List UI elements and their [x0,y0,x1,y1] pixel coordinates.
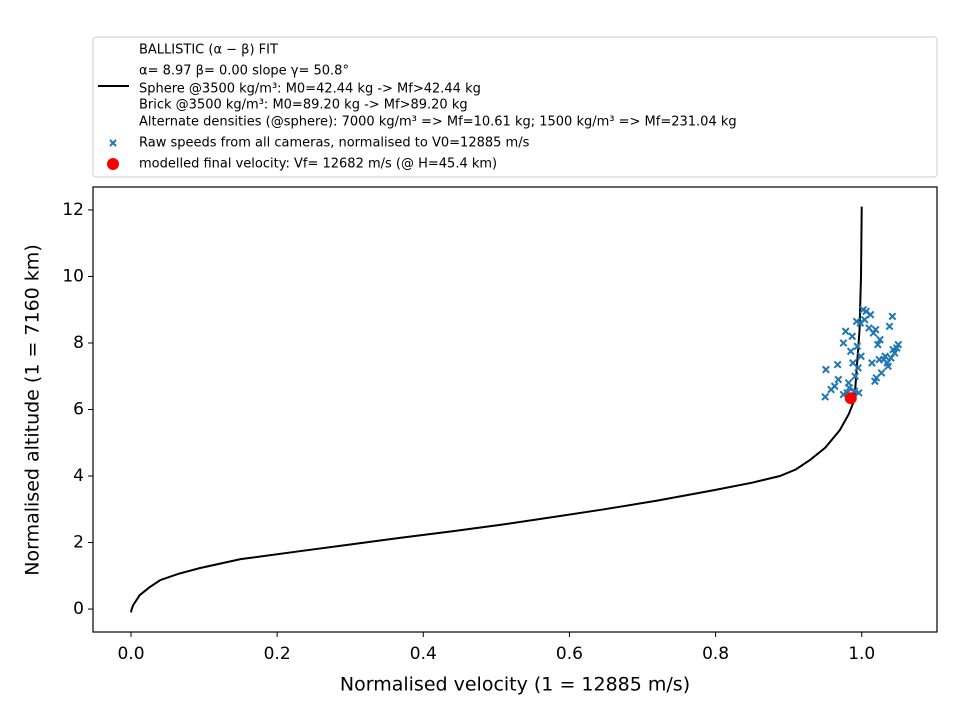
legend-swatch [107,158,119,170]
point [884,362,892,371]
point [851,372,860,381]
legend-swatch [109,139,117,147]
legend-label: Brick @3500 kg/m³: M0=89.20 kg -> Mf>89.… [139,98,468,113]
point [888,312,897,321]
point [890,349,899,357]
x-tick-label: 0.4 [410,644,437,664]
y-tick-label: 12 [62,200,84,220]
point [834,375,843,384]
y-tick-label: 2 [73,533,84,553]
point [844,392,857,405]
x-tick-label: 0.2 [264,644,291,664]
x-tick-label: 1.0 [848,644,875,664]
point [833,360,842,369]
legend-label: BALLISTIC (α − β) FIT [139,43,278,58]
point [854,364,862,372]
point [857,352,865,361]
point [873,340,882,349]
y-tick-label: 0 [73,599,84,619]
point [839,339,848,347]
point [868,359,876,367]
point [854,388,863,397]
point [860,315,869,324]
legend-label: α= 8.97 β= 0.00 slope γ= 50.8° [139,64,349,79]
x-tick-label: 0.6 [556,644,583,664]
x-axis-label: Normalised velocity (1 = 12885 m/s) [340,674,690,696]
y-axis-label: Normalised altitude (1 = 7160 km) [22,244,44,575]
point [894,340,903,349]
y-tick-label: 10 [62,266,84,286]
legend-label: Raw speeds from all cameras, normalised … [139,136,530,151]
curve [130,206,863,613]
point [885,322,894,331]
point [822,365,830,374]
point [881,352,890,361]
point [866,310,875,319]
point [848,332,857,341]
point [876,335,884,344]
plot-frame [92,186,938,633]
x-tick-label: 0.8 [702,644,729,664]
legend-label: Sphere @3500 kg/m³: M0=42.44 kg -> Mf>42… [139,82,481,97]
y-tick-label: 4 [73,466,84,486]
legend-label: modelled final velocity: Vf= 12682 m/s (… [139,157,497,172]
point [845,383,854,392]
y-tick-label: 8 [73,333,84,353]
x-tick-label: 0.0 [117,644,144,664]
point [821,392,830,401]
legend-box [92,36,938,178]
point [846,347,855,356]
point [830,382,839,391]
legend-label: Alternate densities (@sphere): 7000 kg/m… [139,115,737,130]
point [871,325,880,334]
point [853,342,862,351]
point [877,369,886,377]
y-tick-label: 6 [73,400,84,420]
point [841,327,850,336]
